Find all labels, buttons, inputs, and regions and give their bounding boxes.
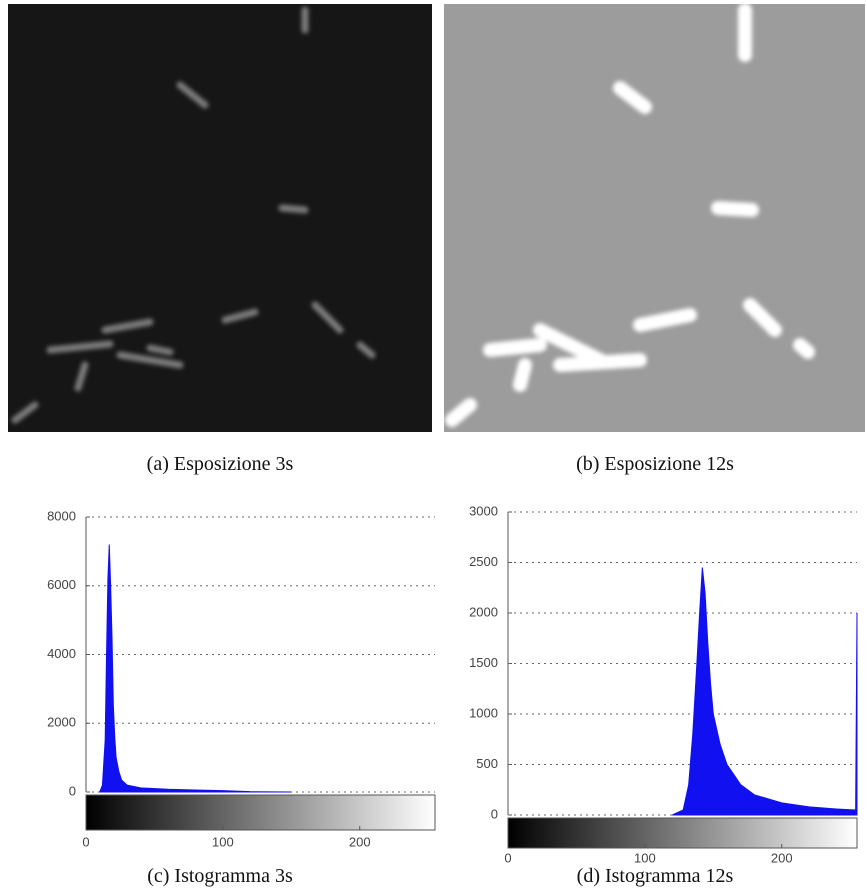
y-tick-label: 1000 (469, 705, 498, 720)
colorbar (507, 817, 858, 849)
y-tick-label: 8000 (47, 508, 76, 523)
y-tick-label: 4000 (47, 646, 76, 661)
y-tick-label: 0 (491, 806, 498, 821)
x-tick-label: 0 (82, 834, 89, 849)
y-tick-label: 500 (476, 756, 498, 771)
y-tick-label: 2500 (469, 554, 498, 569)
x-tick-label: 0 (504, 850, 511, 865)
x-tick-label: 100 (634, 850, 656, 865)
colorbar (85, 794, 436, 831)
caption: (a) Esposizione 3s (147, 453, 294, 475)
caption: (b) Esposizione 12s (576, 453, 734, 475)
y-tick-label: 1500 (469, 655, 498, 670)
histogram-area (672, 567, 858, 816)
image-12s (444, 3, 865, 432)
y-tick-label: 2000 (469, 604, 498, 619)
y-tick-label: 6000 (47, 577, 76, 592)
x-tick-label: 200 (349, 834, 371, 849)
caption: (c) Istogramma 3s (147, 865, 293, 887)
histogram-area (98, 544, 292, 793)
image-3s (8, 4, 432, 432)
y-tick-label: 2000 (47, 715, 76, 730)
y-tick-label: 3000 (469, 503, 498, 518)
x-tick-label: 200 (771, 850, 793, 865)
y-tick-label: 0 (69, 783, 76, 798)
x-tick-label: 100 (212, 834, 234, 849)
caption: (d) Istogramma 12s (577, 865, 734, 887)
